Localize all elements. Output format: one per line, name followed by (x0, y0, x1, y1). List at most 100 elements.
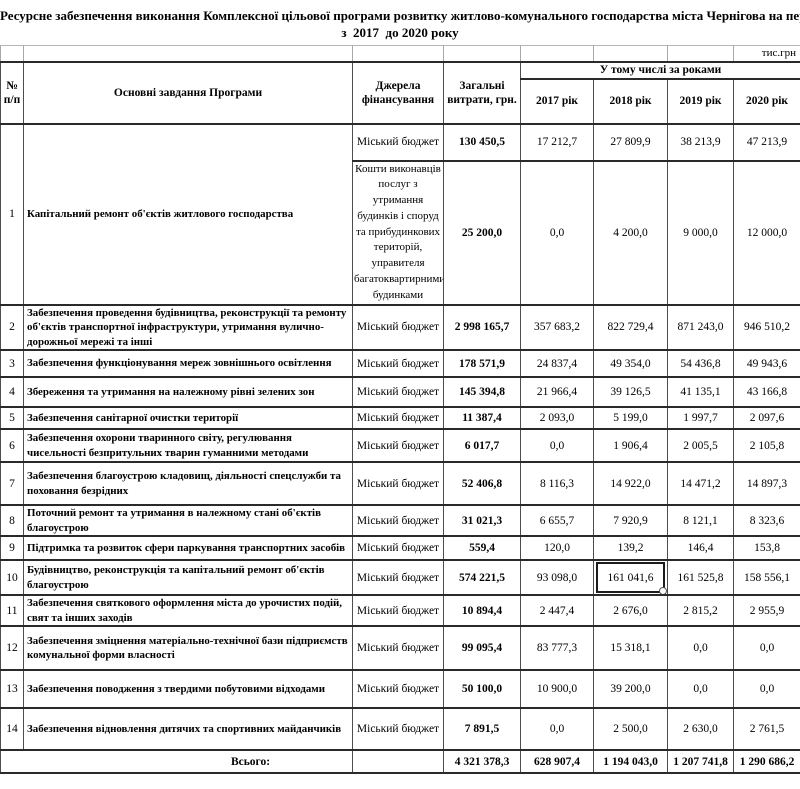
task-cell[interactable]: Забезпечення святкового оформлення міста… (23, 594, 353, 628)
year-value-cell[interactable]: 83 777,3 (520, 625, 594, 672)
year-value-cell[interactable]: 0,0 (520, 159, 594, 306)
col-header-2017[interactable]: 2017 рік (520, 77, 594, 125)
selected-cell[interactable]: 161 041,6 (593, 559, 668, 597)
task-cell[interactable]: Забезпечення проведення будівництва, рек… (23, 303, 353, 352)
year-value-cell[interactable]: 24 837,4 (520, 349, 594, 379)
year-value-cell[interactable]: 8 323,6 (733, 504, 800, 538)
funding-source-cell[interactable]: Міський бюджет (352, 406, 444, 431)
year-value-cell[interactable]: 2 955,9 (733, 594, 800, 628)
funding-source-cell[interactable]: Кошти виконавців послуг з утримання буди… (352, 159, 444, 306)
year-value-cell[interactable]: 17 212,7 (520, 122, 594, 162)
year-value-cell[interactable]: 38 213,9 (667, 122, 734, 162)
year-value-cell[interactable]: 146,4 (667, 535, 734, 562)
year-value-cell[interactable]: 0,0 (733, 669, 800, 710)
total-expenses-cell[interactable]: 130 450,5 (443, 122, 521, 162)
grand-total-year-cell[interactable]: 1 194 043,0 (593, 749, 668, 775)
task-cell[interactable]: Забезпечення відновлення дитячих та спор… (23, 707, 353, 752)
total-expenses-cell[interactable]: 25 200,0 (443, 159, 521, 306)
year-value-cell[interactable]: 0,0 (733, 625, 800, 672)
row-number[interactable]: 5 (0, 406, 24, 431)
funding-source-cell[interactable]: Міський бюджет (352, 461, 444, 507)
year-value-cell[interactable]: 2 005,5 (667, 428, 734, 464)
row-number[interactable]: 11 (0, 594, 24, 628)
row-number[interactable]: 9 (0, 535, 24, 562)
row-number[interactable]: 4 (0, 376, 24, 409)
task-cell[interactable]: Забезпечення функціонування мереж зовніш… (23, 349, 353, 379)
col-header-source[interactable]: Джерела фінансування (352, 60, 444, 125)
year-value-cell[interactable]: 871 243,0 (667, 303, 734, 352)
row-number[interactable]: 7 (0, 461, 24, 507)
funding-source-cell[interactable]: Міський бюджет (352, 504, 444, 538)
total-expenses-cell[interactable]: 6 017,7 (443, 428, 521, 464)
units-empty-cell[interactable] (352, 45, 444, 63)
funding-source-cell[interactable]: Міський бюджет (352, 376, 444, 409)
units-label[interactable]: тис.грн (733, 45, 800, 63)
total-expenses-cell[interactable]: 7 891,5 (443, 707, 521, 752)
year-value-cell[interactable]: 14 897,3 (733, 461, 800, 507)
grand-total-year-cell[interactable]: 1 207 741,8 (667, 749, 734, 775)
units-empty-cell[interactable] (443, 45, 521, 63)
funding-source-cell[interactable] (352, 749, 444, 775)
total-expenses-cell[interactable]: 145 394,8 (443, 376, 521, 409)
year-value-cell[interactable]: 158 556,1 (733, 559, 800, 597)
year-value-cell[interactable]: 39 200,0 (593, 669, 668, 710)
col-header-total[interactable]: Загальні витрати, грн. (443, 60, 521, 125)
row-number[interactable]: 6 (0, 428, 24, 464)
funding-source-cell[interactable]: Міський бюджет (352, 707, 444, 752)
year-value-cell[interactable]: 2 815,2 (667, 594, 734, 628)
year-value-cell[interactable]: 1 906,4 (593, 428, 668, 464)
year-value-cell[interactable]: 2 097,6 (733, 406, 800, 431)
funding-source-cell[interactable]: Міський бюджет (352, 559, 444, 597)
funding-source-cell[interactable]: Міський бюджет (352, 428, 444, 464)
row-number[interactable]: 14 (0, 707, 24, 752)
year-value-cell[interactable]: 15 318,1 (593, 625, 668, 672)
task-cell[interactable]: Забезпечення зміцнення матеріально-техні… (23, 625, 353, 672)
year-value-cell[interactable]: 2 630,0 (667, 707, 734, 752)
row-number[interactable]: 2 (0, 303, 24, 352)
row-number[interactable]: 13 (0, 669, 24, 710)
row-number[interactable]: 3 (0, 349, 24, 379)
year-value-cell[interactable]: 822 729,4 (593, 303, 668, 352)
funding-source-cell[interactable]: Міський бюджет (352, 669, 444, 710)
task-cell[interactable]: Капітальний ремонт об'єктів житлового го… (23, 122, 353, 306)
year-value-cell[interactable]: 14 471,2 (667, 461, 734, 507)
year-value-cell[interactable]: 357 683,2 (520, 303, 594, 352)
year-value-cell[interactable]: 2 447,4 (520, 594, 594, 628)
task-cell[interactable]: Підтримка та розвиток сфери паркування т… (23, 535, 353, 562)
task-cell[interactable]: Поточний ремонт та утримання в належному… (23, 504, 353, 538)
year-value-cell[interactable]: 946 510,2 (733, 303, 800, 352)
units-empty-cell[interactable] (593, 45, 668, 63)
year-value-cell[interactable]: 161 525,8 (667, 559, 734, 597)
year-value-cell[interactable]: 93 098,0 (520, 559, 594, 597)
year-value-cell[interactable]: 41 135,1 (667, 376, 734, 409)
year-value-cell[interactable]: 2 500,0 (593, 707, 668, 752)
year-value-cell[interactable]: 0,0 (520, 428, 594, 464)
row-number[interactable]: 1 (0, 122, 24, 306)
year-value-cell[interactable]: 8 121,1 (667, 504, 734, 538)
units-empty-cell[interactable] (667, 45, 734, 63)
year-value-cell[interactable]: 27 809,9 (593, 122, 668, 162)
task-cell[interactable]: Забезпечення охорони тваринного світу, р… (23, 428, 353, 464)
year-value-cell[interactable]: 0,0 (520, 707, 594, 752)
task-cell[interactable]: Забезпечення поводження з твердими побут… (23, 669, 353, 710)
year-value-cell[interactable]: 120,0 (520, 535, 594, 562)
year-value-cell[interactable]: 0,0 (667, 669, 734, 710)
year-value-cell[interactable]: 139,2 (593, 535, 668, 562)
total-expenses-cell[interactable]: 52 406,8 (443, 461, 521, 507)
total-expenses-cell[interactable]: 50 100,0 (443, 669, 521, 710)
year-value-cell[interactable]: 9 000,0 (667, 159, 734, 306)
row-number[interactable]: 10 (0, 559, 24, 597)
task-cell[interactable]: Збереження та утримання на належному рів… (23, 376, 353, 409)
year-value-cell[interactable]: 4 200,0 (593, 159, 668, 306)
units-empty-cell[interactable] (520, 45, 594, 63)
funding-source-cell[interactable]: Міський бюджет (352, 594, 444, 628)
task-cell[interactable]: Забезпечення благоустрою кладовищ, діяль… (23, 461, 353, 507)
year-value-cell[interactable]: 10 900,0 (520, 669, 594, 710)
year-value-cell[interactable]: 14 922,0 (593, 461, 668, 507)
funding-source-cell[interactable]: Міський бюджет (352, 625, 444, 672)
total-expenses-cell[interactable]: 99 095,4 (443, 625, 521, 672)
col-header-num[interactable]: № п/п (0, 60, 24, 125)
year-value-cell[interactable]: 5 199,0 (593, 406, 668, 431)
total-expenses-cell[interactable]: 574 221,5 (443, 559, 521, 597)
funding-source-cell[interactable]: Міський бюджет (352, 303, 444, 352)
